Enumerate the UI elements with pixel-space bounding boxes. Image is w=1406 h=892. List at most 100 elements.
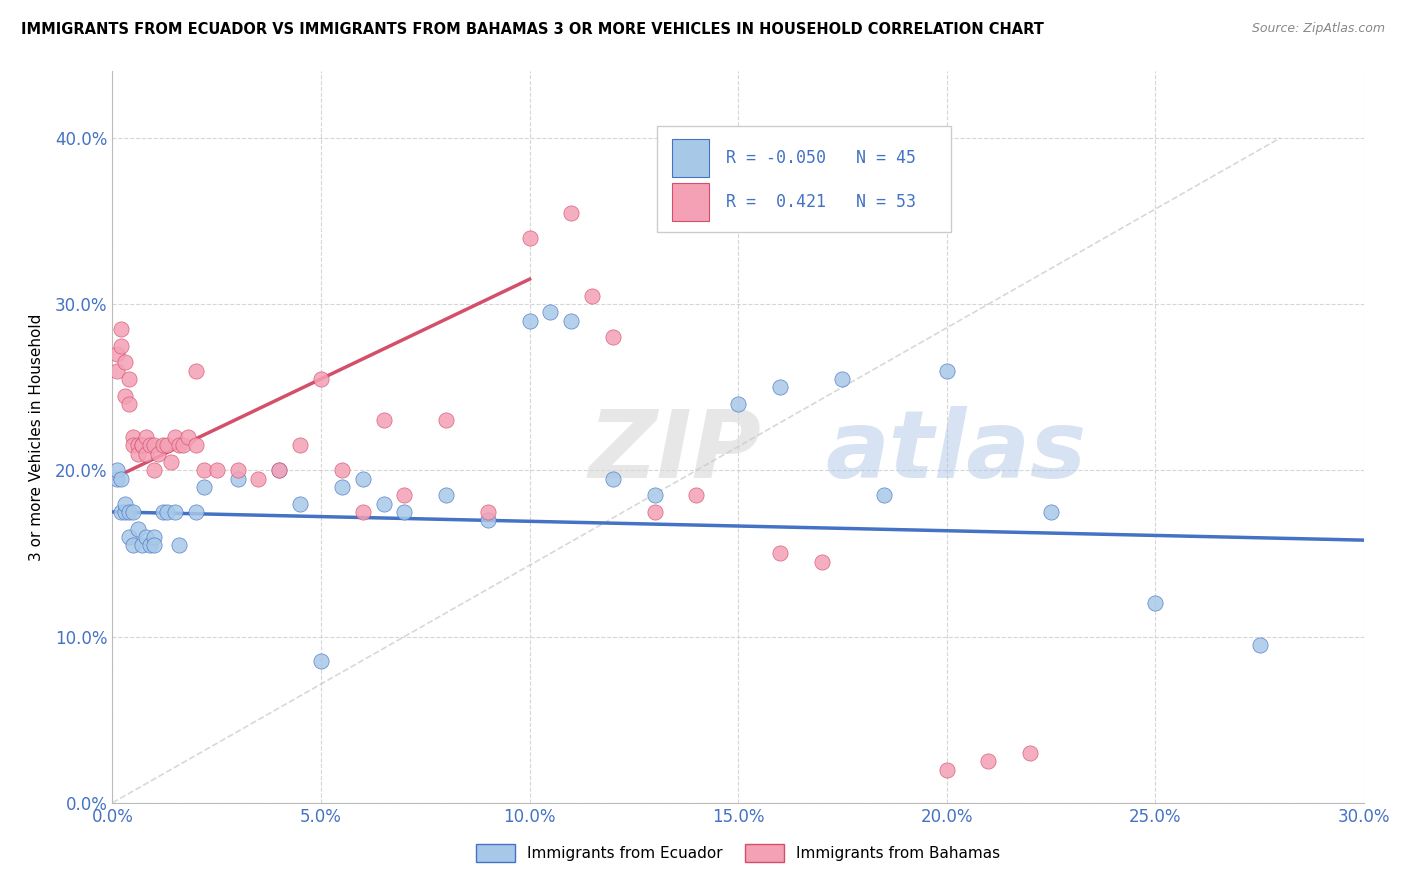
Point — [122, 505, 145, 519]
Text: ZIP: ZIP — [588, 406, 761, 498]
Point — [193, 463, 215, 477]
Point — [831, 372, 853, 386]
Point — [394, 505, 416, 519]
Text: R = -0.050   N = 45: R = -0.050 N = 45 — [725, 149, 915, 167]
Point — [769, 546, 792, 560]
Point — [560, 314, 582, 328]
Point — [309, 655, 332, 669]
Point — [118, 372, 141, 386]
Point — [139, 438, 162, 452]
Point — [935, 363, 957, 377]
Point — [644, 505, 666, 519]
Point — [685, 488, 707, 502]
Point — [538, 305, 561, 319]
Point — [184, 505, 207, 519]
Point — [226, 463, 249, 477]
Point — [148, 447, 170, 461]
Point — [172, 438, 194, 452]
Point — [176, 430, 198, 444]
Point — [143, 530, 166, 544]
FancyBboxPatch shape — [657, 126, 950, 232]
Point — [184, 363, 207, 377]
Point — [193, 480, 215, 494]
Point — [135, 430, 157, 444]
Point — [935, 763, 957, 777]
Point — [977, 754, 1000, 768]
Point — [167, 438, 190, 452]
Point — [810, 555, 832, 569]
Point — [352, 505, 374, 519]
Point — [131, 438, 153, 452]
Point — [110, 505, 132, 519]
Point — [131, 438, 153, 452]
Point — [330, 480, 353, 494]
Point — [163, 430, 186, 444]
Point — [131, 538, 153, 552]
Point — [152, 505, 174, 519]
Point — [105, 347, 128, 361]
Point — [143, 538, 166, 552]
Point — [135, 447, 157, 461]
Point — [727, 397, 749, 411]
Point — [581, 289, 603, 303]
Point — [309, 372, 332, 386]
Point — [139, 538, 162, 552]
Point — [1249, 638, 1271, 652]
Text: IMMIGRANTS FROM ECUADOR VS IMMIGRANTS FROM BAHAMAS 3 OR MORE VEHICLES IN HOUSEHO: IMMIGRANTS FROM ECUADOR VS IMMIGRANTS FR… — [21, 22, 1045, 37]
Point — [122, 438, 145, 452]
Point — [135, 530, 157, 544]
Point — [373, 497, 395, 511]
Point — [1144, 596, 1167, 610]
FancyBboxPatch shape — [672, 183, 710, 221]
Point — [184, 438, 207, 452]
Legend: Immigrants from Ecuador, Immigrants from Bahamas: Immigrants from Ecuador, Immigrants from… — [470, 838, 1007, 868]
Point — [118, 505, 141, 519]
FancyBboxPatch shape — [672, 139, 710, 178]
Point — [105, 463, 128, 477]
Point — [269, 463, 291, 477]
Point — [330, 463, 353, 477]
Point — [373, 413, 395, 427]
Point — [110, 338, 132, 352]
Point — [118, 530, 141, 544]
Point — [114, 497, 136, 511]
Point — [269, 463, 291, 477]
Point — [160, 455, 183, 469]
Point — [352, 472, 374, 486]
Point — [1039, 505, 1062, 519]
Point — [288, 497, 311, 511]
Point — [205, 463, 228, 477]
Point — [156, 505, 179, 519]
Point — [1019, 746, 1042, 760]
Point — [163, 505, 186, 519]
Point — [519, 314, 541, 328]
Point — [110, 322, 132, 336]
Point — [434, 488, 457, 502]
Text: atlas: atlas — [825, 406, 1087, 498]
Point — [602, 330, 624, 344]
Text: Source: ZipAtlas.com: Source: ZipAtlas.com — [1251, 22, 1385, 36]
Point — [122, 538, 145, 552]
Text: R =  0.421   N = 53: R = 0.421 N = 53 — [725, 193, 915, 211]
Point — [644, 488, 666, 502]
Point — [167, 538, 190, 552]
Point — [560, 205, 582, 219]
Point — [477, 513, 499, 527]
Point — [769, 380, 792, 394]
Point — [477, 505, 499, 519]
Point — [434, 413, 457, 427]
Point — [118, 397, 141, 411]
Point — [122, 430, 145, 444]
Point — [143, 463, 166, 477]
Point — [143, 438, 166, 452]
Point — [873, 488, 896, 502]
Point — [105, 363, 128, 377]
Point — [127, 447, 149, 461]
Point — [105, 472, 128, 486]
Point — [226, 472, 249, 486]
Point — [394, 488, 416, 502]
Point — [152, 438, 174, 452]
Point — [114, 505, 136, 519]
Point — [110, 472, 132, 486]
Point — [156, 438, 179, 452]
